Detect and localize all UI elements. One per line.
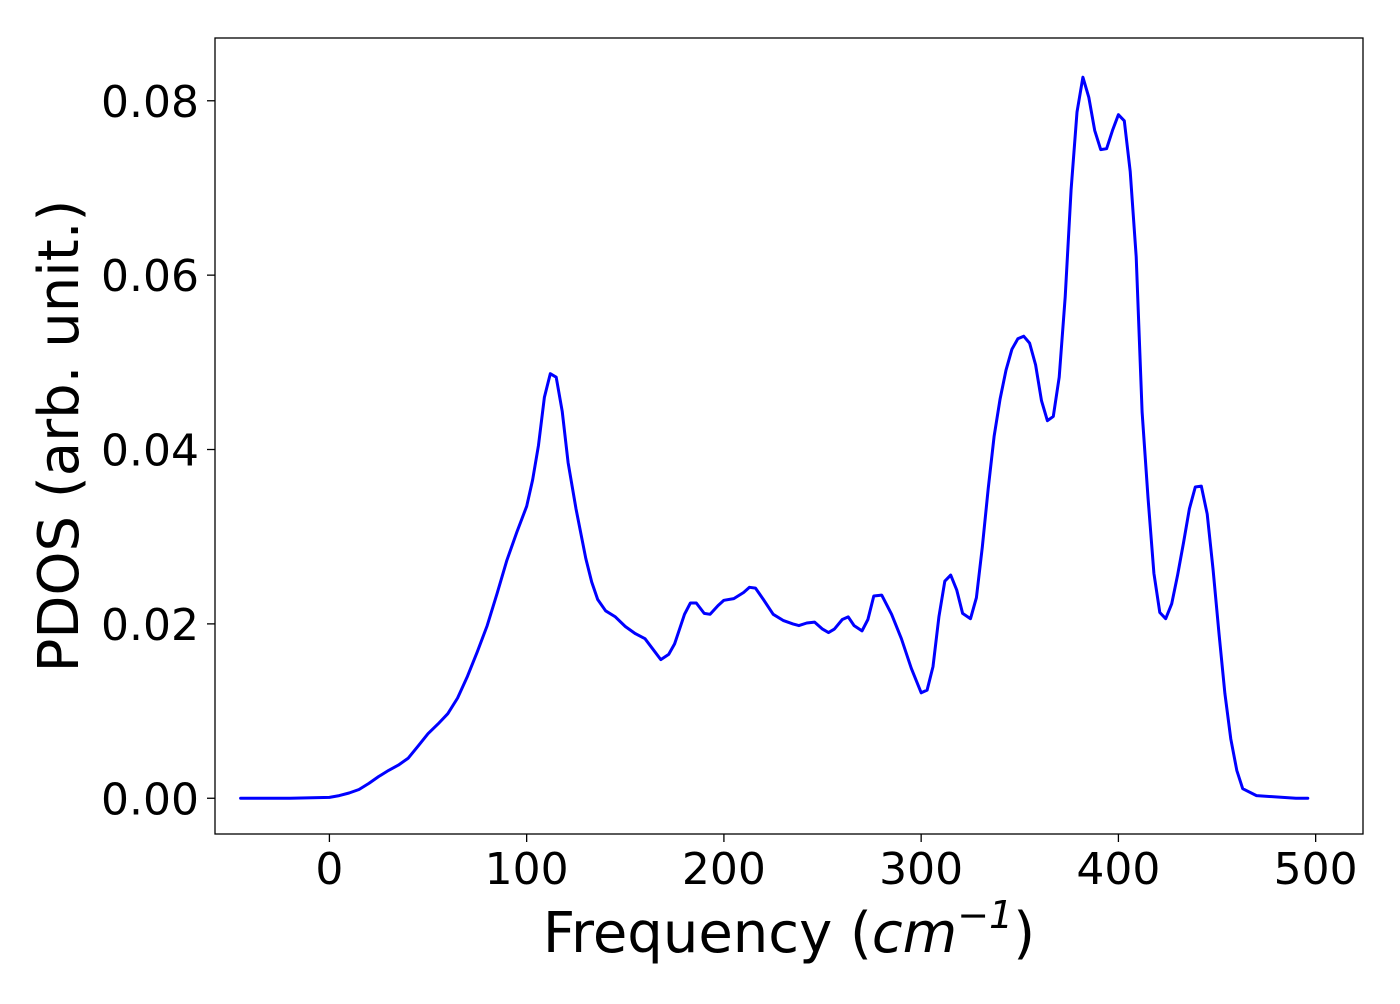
x-tick-label: 300: [879, 844, 963, 895]
ticks-layer: 0 100 200 300 400 500 0.00 0.02 0.04 0.06 0.08: [101, 77, 1358, 895]
y-tick-label: 0.04: [101, 426, 199, 477]
x-tick-label: 0: [315, 844, 343, 895]
plot-area: [239, 75, 1310, 800]
series-line: [239, 75, 1310, 800]
x-axis-title-main: Frequency (: [543, 901, 872, 966]
y-tick-label: 0.06: [101, 251, 199, 302]
y-tick-label: 0.00: [101, 774, 199, 825]
y-axis-title: PDOS (arb. unit.): [27, 200, 92, 673]
x-axis-title-unit: cm: [872, 901, 957, 966]
x-axis-title: Frequency (cm−1): [543, 893, 1035, 966]
x-axis-title-close: ): [1013, 901, 1035, 966]
x-tick-label: 200: [682, 844, 766, 895]
x-tick-label: 100: [485, 844, 569, 895]
x-axis-title-exponent: −1: [957, 893, 1013, 937]
x-tick-label: 400: [1076, 844, 1160, 895]
plot-frame: [214, 37, 1364, 835]
y-tick-label: 0.02: [101, 600, 199, 651]
x-tick-label: 500: [1274, 844, 1358, 895]
y-tick-label: 0.08: [101, 77, 199, 128]
